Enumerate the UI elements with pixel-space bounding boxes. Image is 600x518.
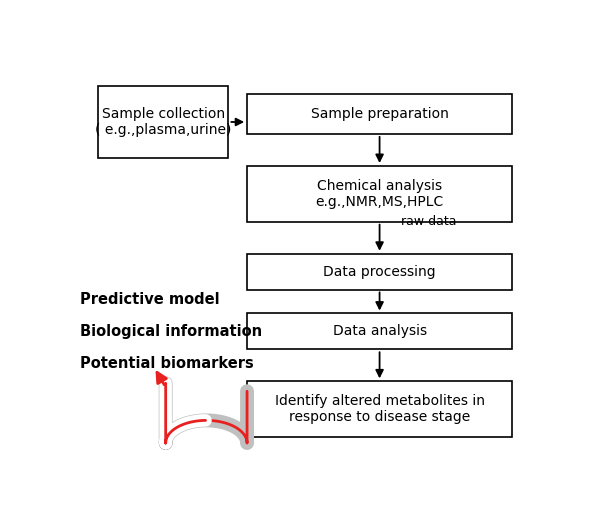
FancyBboxPatch shape — [247, 381, 512, 437]
Text: raw data: raw data — [401, 214, 456, 228]
Text: Data processing: Data processing — [323, 265, 436, 279]
FancyBboxPatch shape — [247, 254, 512, 290]
Text: Identify altered metabolites in
response to disease stage: Identify altered metabolites in response… — [275, 394, 485, 424]
FancyBboxPatch shape — [247, 313, 512, 349]
Text: Sample preparation: Sample preparation — [311, 107, 449, 121]
FancyBboxPatch shape — [247, 166, 512, 222]
Text: Data analysis: Data analysis — [332, 324, 427, 338]
Text: Chemical analysis
e.g.,NMR,MS,HPLC: Chemical analysis e.g.,NMR,MS,HPLC — [316, 179, 444, 209]
Text: Potential biomarkers: Potential biomarkers — [80, 356, 253, 371]
Text: Biological information: Biological information — [80, 324, 262, 339]
FancyBboxPatch shape — [98, 86, 229, 158]
Text: Sample collection
( e.g.,plasma,urine): Sample collection ( e.g.,plasma,urine) — [95, 107, 232, 137]
FancyBboxPatch shape — [247, 94, 512, 134]
Text: Predictive model: Predictive model — [80, 292, 219, 307]
